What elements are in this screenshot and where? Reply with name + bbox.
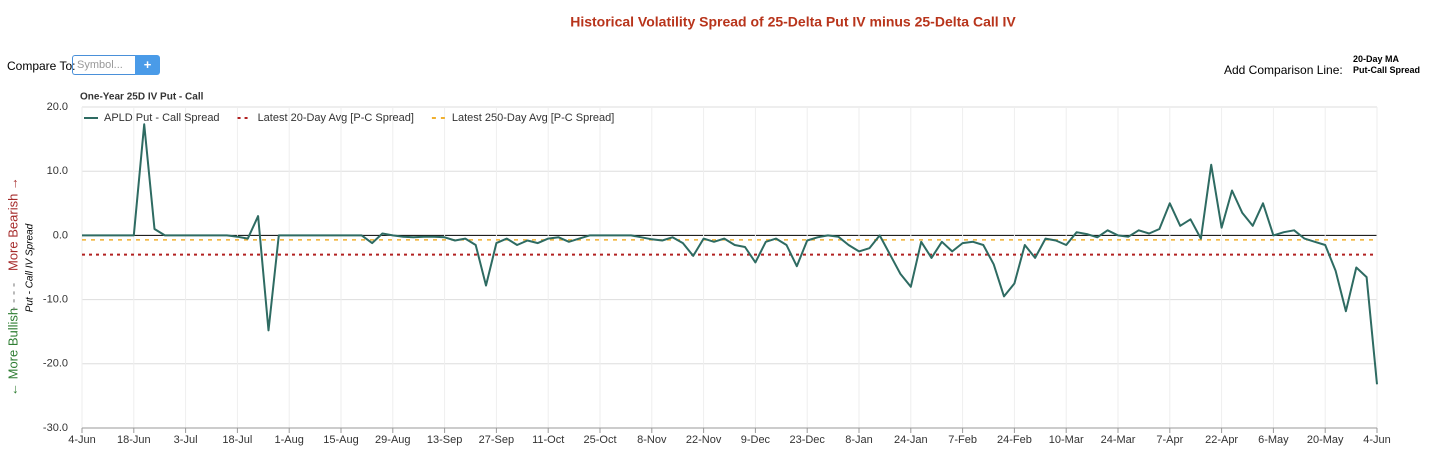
y-tick-label: -10.0 [43, 294, 68, 306]
bullish-label: ← More Bullish [5, 308, 20, 396]
x-tick-label: 18-Jun [117, 434, 151, 446]
y-axis-label: Put - Call IV Spread [25, 223, 36, 312]
y-tick-label: -30.0 [43, 422, 68, 434]
x-tick-label: 27-Sep [479, 434, 514, 446]
legend-label: APLD Put - Call Spread [104, 112, 220, 124]
chart-subtitle: One-Year 25D IV Put - Call [80, 92, 204, 103]
x-tick-label: 29-Aug [375, 434, 410, 446]
x-tick-label: 24-Feb [997, 434, 1032, 446]
series-line [82, 123, 1378, 385]
x-tick-label: 22-Nov [686, 434, 722, 446]
x-tick-label: 7-Apr [1156, 434, 1183, 446]
legend-label: Latest 250-Day Avg [P-C Spread] [452, 112, 614, 124]
x-tick-label: 25-Oct [583, 434, 616, 446]
symbol-input[interactable]: Symbol... [72, 55, 139, 75]
x-tick-label: 8-Jan [845, 434, 873, 446]
comparison-option[interactable]: 20-Day MA [1353, 54, 1400, 64]
x-tick-label: 24-Jan [894, 434, 928, 446]
x-tick-label: 10-Mar [1049, 434, 1084, 446]
comparison-option[interactable]: Put-Call Spread [1353, 65, 1421, 75]
label-separator: - - - - [5, 283, 20, 311]
x-tick-label: 15-Aug [323, 434, 358, 446]
chart-title: Historical Volatility Spread of 25-Delta… [570, 14, 1016, 30]
x-tick-label: 20-May [1307, 434, 1344, 446]
add-button[interactable]: + [135, 55, 160, 75]
x-tick-label: 22-Apr [1205, 434, 1238, 446]
x-tick-label: 6-May [1258, 434, 1289, 446]
compare-label: Compare To: [7, 59, 76, 73]
x-tick-label: 8-Nov [637, 434, 667, 446]
y-tick-label: 20.0 [47, 101, 68, 113]
x-tick-label: 1-Aug [275, 434, 304, 446]
x-tick-label: 4-Jun [1363, 434, 1391, 446]
y-tick-label: 10.0 [47, 165, 68, 177]
y-tick-label: 0.0 [53, 229, 68, 241]
x-tick-label: 3-Jul [174, 434, 198, 446]
x-tick-label: 23-Dec [789, 434, 825, 446]
x-tick-label: 9-Dec [741, 434, 771, 446]
comparison-label: Add Comparison Line: [1224, 63, 1343, 77]
x-tick-label: 11-Oct [532, 434, 564, 446]
y-tick-label: -20.0 [43, 358, 68, 370]
bearish-label: More Bearish → [5, 177, 20, 271]
x-tick-label: 13-Sep [427, 434, 462, 446]
x-tick-label: 7-Feb [948, 434, 977, 446]
x-tick-label: 4-Jun [68, 434, 96, 446]
x-tick-label: 24-Mar [1101, 434, 1136, 446]
x-tick-label: 18-Jul [222, 434, 252, 446]
legend-label: Latest 20-Day Avg [P-C Spread] [258, 112, 414, 124]
